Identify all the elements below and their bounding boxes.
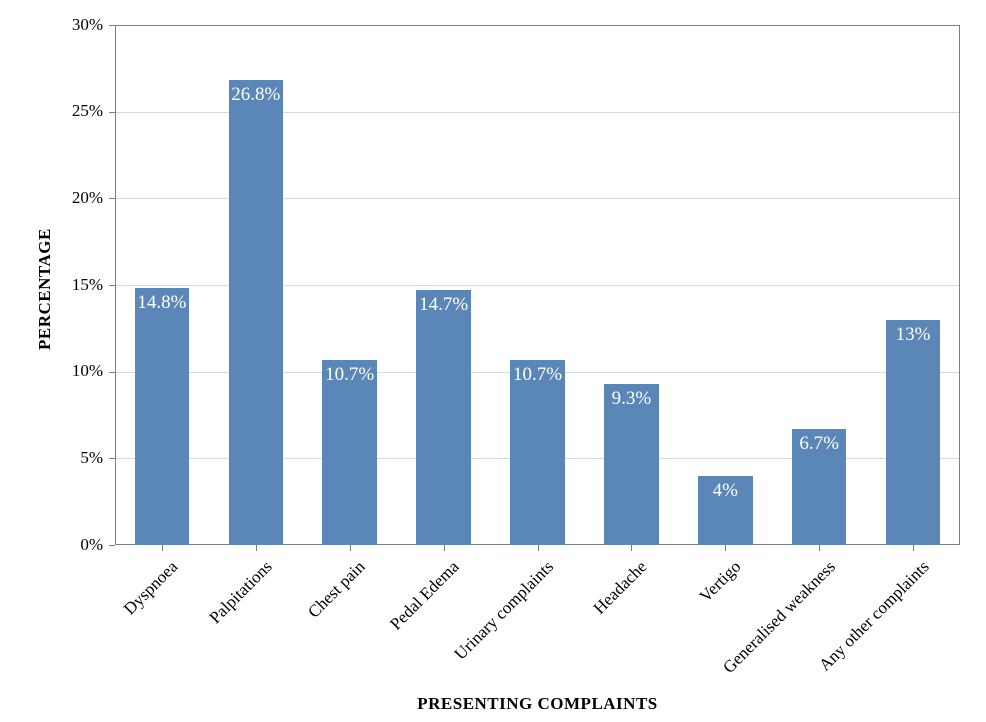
y-tick-mark	[109, 372, 115, 373]
bar: 9.3%	[604, 384, 658, 545]
bar: 6.7%	[792, 429, 846, 545]
bar-value-label: 14.7%	[416, 294, 470, 316]
y-tick-label: 0%	[80, 535, 103, 555]
bar: 10.7%	[510, 360, 564, 545]
bar: 14.7%	[416, 290, 470, 545]
x-tick-label: Vertigo	[696, 557, 746, 607]
y-tick-mark	[109, 25, 115, 26]
y-tick-mark	[109, 285, 115, 286]
y-tick-label: 10%	[72, 361, 103, 381]
bar-chart: PERCENTAGE PRESENTING COMPLAINTS 0% 5% 10%…	[0, 0, 986, 722]
bar: 13%	[886, 320, 940, 545]
bar-value-label: 9.3%	[604, 388, 658, 410]
x-tick-mark	[162, 545, 163, 551]
x-tick-mark	[256, 545, 257, 551]
x-tick-mark	[819, 545, 820, 551]
bar-value-label: 4%	[698, 480, 752, 502]
y-tick-mark	[109, 112, 115, 113]
bar: 10.7%	[322, 360, 376, 545]
bar-value-label: 13%	[886, 324, 940, 346]
x-tick-label: Palpitations	[205, 557, 276, 628]
x-tick-mark	[538, 545, 539, 551]
y-tick-label: 5%	[80, 448, 103, 468]
y-tick-mark	[109, 545, 115, 546]
x-tick-mark	[913, 545, 914, 551]
bar-value-label: 10.7%	[510, 364, 564, 386]
x-tick-label: Dyspnoea	[120, 557, 182, 619]
x-tick-mark	[631, 545, 632, 551]
bar-value-label: 10.7%	[322, 364, 376, 386]
y-tick-label: 30%	[72, 15, 103, 35]
x-tick-mark	[444, 545, 445, 551]
y-tick-label: 25%	[72, 101, 103, 121]
y-axis-title: PERCENTAGE	[35, 228, 55, 350]
x-tick-label: Pedal Edema	[387, 557, 464, 634]
bar: 26.8%	[229, 80, 283, 545]
bar-value-label: 14.8%	[135, 292, 189, 314]
bar-value-label: 6.7%	[792, 433, 846, 455]
bar-value-label: 26.8%	[229, 84, 283, 106]
y-tick-label: 15%	[72, 275, 103, 295]
y-tick-mark	[109, 458, 115, 459]
y-tick-label: 20%	[72, 188, 103, 208]
x-tick-mark	[350, 545, 351, 551]
x-tick-mark	[725, 545, 726, 551]
x-tick-label: Headache	[590, 557, 652, 619]
bar: 4%	[698, 476, 752, 545]
x-tick-label: Chest pain	[305, 557, 370, 622]
x-axis-title: PRESENTING COMPLAINTS	[115, 694, 960, 714]
y-tick-mark	[109, 198, 115, 199]
x-tick-label: Urinary complaints	[450, 557, 557, 664]
bar: 14.8%	[135, 288, 189, 545]
